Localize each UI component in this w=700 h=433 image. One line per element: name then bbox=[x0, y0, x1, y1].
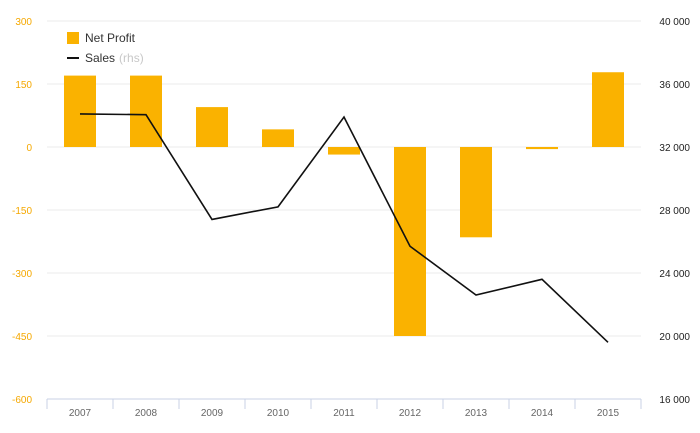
legend: Net Profit Sales (rhs) bbox=[67, 28, 144, 68]
legend-item-sales[interactable]: Sales (rhs) bbox=[67, 48, 144, 68]
left-tick-label-5: -450 bbox=[12, 332, 32, 343]
legend-item-net-profit[interactable]: Net Profit bbox=[67, 28, 144, 48]
right-tick-label-2: 32 000 bbox=[659, 143, 690, 154]
x-tick-label-2009: 2009 bbox=[201, 408, 224, 419]
right-tick-label-1: 36 000 bbox=[659, 80, 690, 91]
net-profit-swatch bbox=[67, 32, 79, 44]
x-tick-label-2014: 2014 bbox=[531, 408, 554, 419]
net-profit-bars bbox=[64, 72, 624, 336]
bar-2012[interactable] bbox=[394, 147, 426, 336]
left-tick-label-4: -300 bbox=[12, 269, 32, 280]
bar-2013[interactable] bbox=[460, 147, 492, 238]
right-tick-label-3: 28 000 bbox=[659, 206, 690, 217]
right-y-axis: 40 000 36 000 32 000 28 000 24 000 20 000 16 0… bbox=[659, 17, 690, 406]
sales-swatch bbox=[67, 57, 79, 59]
right-tick-label-0: 40 000 bbox=[659, 17, 690, 28]
bar-2011[interactable] bbox=[328, 147, 360, 155]
left-tick-label-2: 0 bbox=[26, 143, 32, 154]
left-tick-label-6: -600 bbox=[12, 395, 32, 406]
x-tick-label-2008: 2008 bbox=[135, 408, 158, 419]
right-tick-label-5: 20 000 bbox=[659, 332, 690, 343]
right-tick-label-4: 24 000 bbox=[659, 269, 690, 280]
x-tick-label-2015: 2015 bbox=[597, 408, 620, 419]
left-y-axis: 300 150 0 -150 -300 -450 -600 bbox=[12, 17, 32, 406]
x-tick-label-2012: 2012 bbox=[399, 408, 422, 419]
right-tick-label-6: 16 000 bbox=[659, 395, 690, 406]
left-tick-label-3: -150 bbox=[12, 206, 32, 217]
sales-line bbox=[79, 113, 609, 343]
bar-2009[interactable] bbox=[196, 107, 228, 147]
x-tick-label-2013: 2013 bbox=[465, 408, 488, 419]
x-tick-label-2011: 2011 bbox=[333, 408, 355, 419]
bar-2007[interactable] bbox=[64, 75, 96, 147]
x-axis: 2007 2008 2009 2010 2011 2012 2013 2014 2015 bbox=[46, 398, 642, 419]
legend-label-sales: Sales bbox=[85, 51, 116, 65]
bar-2008[interactable] bbox=[130, 75, 162, 147]
legend-label-net-profit: Net Profit bbox=[85, 31, 136, 45]
left-tick-label-0: 300 bbox=[15, 17, 32, 28]
bar-2014[interactable] bbox=[526, 147, 558, 150]
left-tick-label-1: 150 bbox=[15, 80, 32, 91]
bar-2010[interactable] bbox=[262, 129, 294, 147]
legend-label-sales-suffix: (rhs) bbox=[119, 51, 144, 65]
x-tick-label-2010: 2010 bbox=[267, 408, 290, 419]
x-tick-label-2007: 2007 bbox=[69, 408, 92, 419]
bar-2015[interactable] bbox=[592, 72, 624, 147]
